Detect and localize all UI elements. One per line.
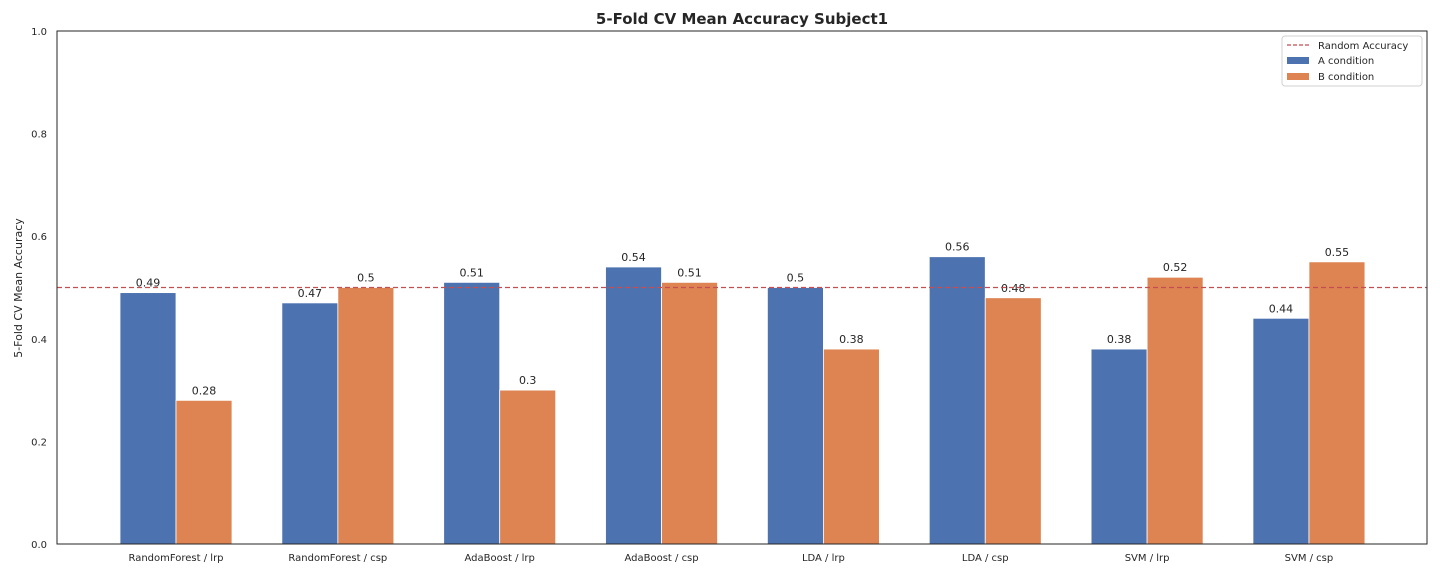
data-label: 0.47 [298,287,323,300]
data-label: 0.52 [1163,261,1188,274]
bar [823,348,880,545]
legend-swatch [1287,57,1309,64]
x-tick-label: AdaBoost / lrp [465,553,535,564]
bar [1252,317,1310,545]
legend-box [1281,35,1423,87]
data-label: 0.54 [621,251,646,264]
bar [499,389,557,545]
bar [1090,348,1148,545]
x-axis-ticks: RandomForest / lrp RandomForest / csp AdaB… [128,553,1333,564]
x-tick-label: RandomForest / csp [288,553,387,564]
legend-label: Random Accuracy [1318,41,1408,52]
x-tick-label: RandomForest / lrp [128,553,223,564]
bar [767,287,824,545]
plot-frame [56,30,1428,545]
y-axis-label: 5-Fold CV Mean Accuracy [12,218,25,358]
y-tick-label: 0.2 [31,437,47,448]
x-tick-label: SVM / lrp [1125,553,1170,564]
bar [661,281,718,545]
x-tick-label: LDA / lrp [802,553,845,564]
data-labels-group: 0.49 0.28 0.47 0.5 0.51 0.3 0.54 0.51 0.5 0.38 0.5… [136,241,1349,398]
y-axis-ticks: 0.0 0.2 0.4 0.6 0.8 1.0 [31,27,47,551]
data-label: 0.5 [787,272,805,285]
y-tick-label: 0.8 [31,130,47,141]
data-label: 0.51 [677,266,702,279]
x-tick-label: AdaBoost / csp [624,553,698,564]
data-label: 0.48 [1001,282,1026,295]
x-tick-label: SVM / csp [1285,553,1334,564]
bar [984,297,1042,545]
y-tick-label: 0.4 [31,335,47,346]
bar [1146,276,1204,545]
data-label: 0.5 [357,272,375,285]
data-label: 0.55 [1325,246,1350,259]
data-label: 0.56 [945,241,970,254]
bar [605,266,662,545]
data-label: 0.3 [519,374,537,387]
data-label: 0.44 [1269,302,1294,315]
bar [928,256,986,545]
y-tick-label: 0.6 [31,232,47,243]
bar [1308,261,1366,545]
y-tick-label: 1.0 [31,27,47,38]
bar [337,287,395,545]
chart-title: 5-Fold CV Mean Accuracy Subject1 [596,10,888,28]
bars-group [119,256,1366,545]
x-tick-label: LDA / csp [962,553,1009,564]
bar [443,281,501,545]
data-label: 0.28 [192,384,217,397]
data-label: 0.38 [839,333,864,346]
y-tick-label: 0.0 [31,540,47,551]
data-label: 0.38 [1107,333,1132,346]
bar [119,292,177,545]
bar [281,302,339,545]
legend: Random Accuracy A condition B condition [1281,35,1423,87]
bar [175,399,233,545]
data-label: 0.49 [136,277,161,290]
legend-label: A condition [1318,56,1374,67]
data-label: 0.51 [459,266,484,279]
legend-swatch [1287,73,1309,80]
legend-label: B condition [1318,72,1374,83]
